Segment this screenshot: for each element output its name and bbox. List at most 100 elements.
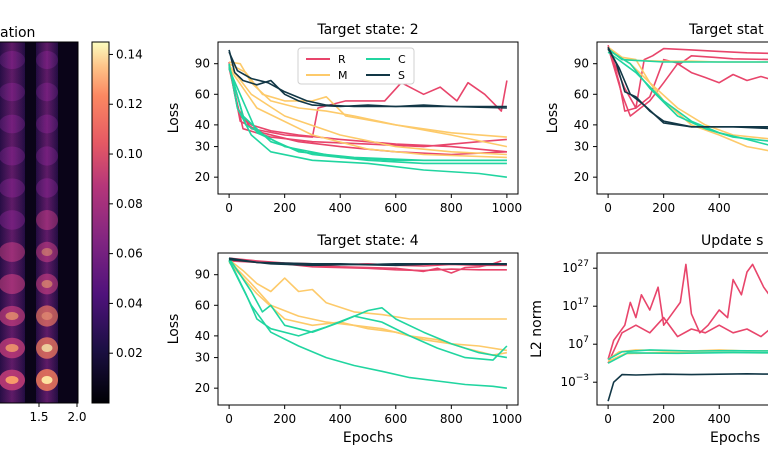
y-tick-label: 90: [195, 268, 210, 282]
colorbar-gradient: [92, 42, 109, 403]
y-tick-label: 20: [195, 170, 210, 184]
colorbar-tick-label: 0.02: [116, 346, 143, 360]
series-group: [607, 263, 768, 402]
y-tick-label: 20: [574, 170, 589, 184]
y-tick-label: 30: [574, 140, 589, 154]
x-tick-label: 200: [652, 412, 675, 426]
series-group: [228, 257, 508, 389]
legend-label-S: S: [398, 69, 405, 82]
y-tick-label: 90: [195, 57, 210, 71]
plot-frame: [596, 41, 768, 195]
colorbar-tick-label: 0.06: [116, 247, 143, 261]
y-tick-label: 20: [195, 381, 210, 395]
series-line-M: [228, 260, 508, 356]
y-tick-label: 60: [195, 87, 210, 101]
x-tick-label: 200: [652, 201, 675, 215]
colorbar-tick-label: 0.10: [116, 147, 143, 161]
legend-label-R: R: [338, 53, 346, 66]
series-line-S: [229, 258, 507, 267]
series-line-R: [607, 316, 768, 364]
y-tick-label: 10−3: [560, 373, 589, 389]
colorbar-ticks: 0.14 0.12 0.10 0.08 0.06 0.04 0.02: [109, 47, 143, 360]
y-tick-label: 30: [195, 140, 210, 154]
panel-target-state-2: Target state: 2 0 200 400 600 800 1000 20 30 40 60…: [166, 22, 522, 215]
series-line-R: [607, 263, 768, 360]
x-tick-label: 1000: [492, 412, 523, 426]
heatmap-peak: [41, 376, 53, 384]
y-tick-label: 60: [195, 298, 210, 312]
x-tick-label: 1000: [492, 201, 523, 215]
x-tick-label: 0: [604, 201, 612, 215]
x-axis-label: Epochs: [710, 430, 760, 446]
x-tick-label: 400: [708, 412, 731, 426]
y-tick-label: 107: [568, 335, 589, 351]
series-line-S: [228, 51, 507, 109]
y-tick-label: 90: [574, 57, 589, 71]
panel-update-size: Update s 0 200 400 1027 1017 107 10−3 L2 norm Epo…: [529, 233, 768, 446]
plot-frame: [217, 41, 519, 195]
x-axis-label: Epochs: [343, 430, 393, 446]
colorbar-tick-label: 0.12: [116, 97, 143, 111]
x-tick-label: 0: [604, 412, 612, 426]
colorbar-tick-label: 0.14: [116, 47, 143, 61]
colorbar: 0.14 0.12 0.10 0.08 0.06 0.04 0.02: [91, 41, 143, 404]
y-tick-label: 1017: [562, 297, 589, 313]
panel-title: Target state: 4: [316, 233, 418, 249]
heatmap-title: ation: [0, 25, 35, 41]
series-line-R: [228, 67, 507, 148]
heatmap-stripe: [36, 42, 58, 403]
series-group: [228, 49, 508, 178]
heatmap-xtick-1: 1.5: [29, 410, 48, 424]
series-line-C: [607, 351, 768, 364]
series-line-C: [228, 63, 508, 178]
series-line-R: [228, 63, 507, 156]
series-line-M: [228, 67, 507, 159]
y-axis-label: Loss: [166, 103, 182, 134]
series-line-R: [607, 44, 768, 112]
x-tick-label: 200: [273, 201, 296, 215]
series-line-R: [607, 46, 768, 117]
legend-label-C: C: [398, 53, 406, 66]
colorbar-frame: [91, 41, 110, 404]
y-tick-label: 60: [574, 87, 589, 101]
series-line-C: [607, 349, 768, 361]
series-line-R: [607, 48, 768, 109]
y-tick-label: 40: [195, 329, 210, 343]
y-tick-label: 1027: [562, 259, 589, 275]
y-axis-label: Loss: [166, 314, 182, 345]
colorbar-tick-label: 0.04: [116, 296, 143, 310]
series-line-C: [228, 68, 507, 162]
panel-target-state-4: Target state: 4 0 200 400 600 800 1000 20 30 40 60…: [166, 233, 522, 446]
legend: RM CS: [297, 47, 415, 85]
heatmap-x-ticks: 1.5 2.0: [29, 403, 87, 424]
heatmap-panel: ation 1.5 2.0: [0, 25, 87, 424]
series-line-R: [228, 65, 508, 138]
series-line-M: [228, 64, 507, 156]
series-line-C: [607, 47, 768, 63]
x-tick-label: 400: [708, 201, 731, 215]
heatmap-peak: [5, 376, 19, 384]
x-tick-label: 400: [329, 412, 352, 426]
series-line-S: [607, 48, 768, 130]
x-tick-label: 0: [225, 412, 233, 426]
x-tick-label: 600: [384, 201, 407, 215]
x-tick-label: 600: [384, 412, 407, 426]
x-tick-label: 200: [273, 412, 296, 426]
series-line-C: [607, 49, 768, 142]
panel-title: Update s: [701, 233, 763, 249]
series-line-C: [228, 259, 508, 361]
x-tick-label: 0: [225, 201, 233, 215]
heatmap-cells: [0, 42, 58, 403]
x-tick-label: 800: [440, 201, 463, 215]
legend-label-M: M: [338, 69, 348, 82]
y-axis-label: Loss: [545, 103, 561, 134]
x-tick-label: 800: [440, 412, 463, 426]
panel-title: Target state: 2: [316, 22, 418, 38]
series-line-S: [607, 372, 768, 402]
panel-title: Target stat: [688, 22, 764, 38]
series-line-C: [228, 257, 508, 359]
series-group: [607, 44, 768, 152]
plot-frame: [596, 252, 768, 406]
plot-frame: [217, 252, 519, 406]
